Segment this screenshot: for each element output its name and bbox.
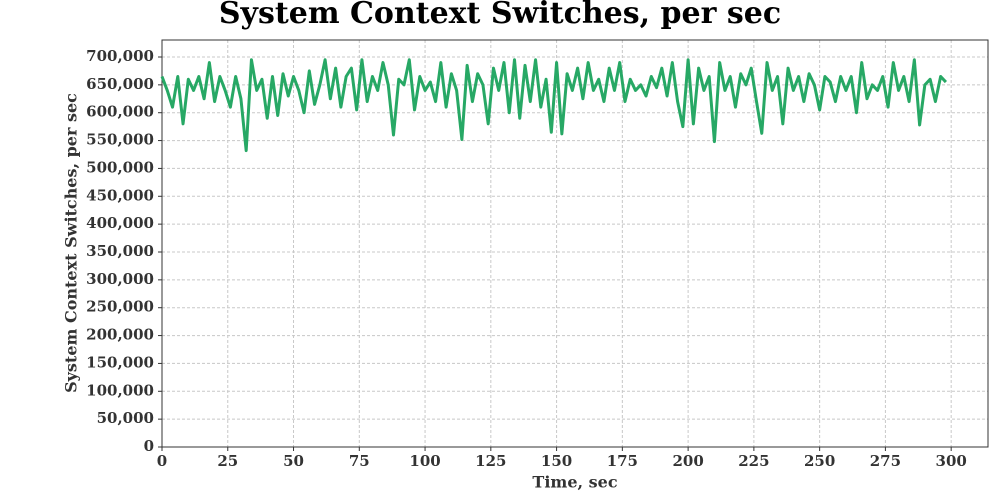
y-tick-label: 100,000 <box>86 381 154 399</box>
y-tick-label: 700,000 <box>86 47 154 65</box>
y-tick-label: 350,000 <box>86 242 154 260</box>
x-axis-label: Time, sec <box>532 473 617 492</box>
x-tick-label: 250 <box>804 452 835 470</box>
x-tick-label: 275 <box>870 452 901 470</box>
x-tick-label: 150 <box>541 452 572 470</box>
x-tick-label: 100 <box>409 452 440 470</box>
plot-area <box>162 40 988 447</box>
y-tick-label: 650,000 <box>86 75 154 93</box>
x-tick-label: 175 <box>607 452 638 470</box>
y-tick-label: 150,000 <box>86 353 154 371</box>
x-tick-label: 75 <box>349 452 370 470</box>
x-tick-label: 125 <box>475 452 506 470</box>
y-tick-label: 550,000 <box>86 131 154 149</box>
y-tick-label: 50,000 <box>97 409 154 427</box>
y-tick-label: 450,000 <box>86 186 154 204</box>
line-series <box>160 58 948 153</box>
chart-title: System Context Switches, per sec <box>219 0 781 31</box>
y-tick-label: 600,000 <box>86 103 154 121</box>
y-tick-label: 250,000 <box>86 298 154 316</box>
y-tick-label: 300,000 <box>86 270 154 288</box>
x-tick-label: 25 <box>217 452 238 470</box>
y-tick-label: 500,000 <box>86 158 154 176</box>
x-tick-label: 0 <box>157 452 167 470</box>
y-tick-label: 0 <box>144 437 154 455</box>
y-axis-label: System Context Switches, per sec <box>62 93 81 393</box>
x-tick-label: 200 <box>672 452 703 470</box>
x-tick-label: 50 <box>283 452 304 470</box>
plot-border <box>161 39 989 448</box>
y-tick-label: 200,000 <box>86 326 154 344</box>
x-tick-label: 225 <box>738 452 769 470</box>
x-tick-label: 300 <box>936 452 967 470</box>
y-tick-label: 400,000 <box>86 214 154 232</box>
